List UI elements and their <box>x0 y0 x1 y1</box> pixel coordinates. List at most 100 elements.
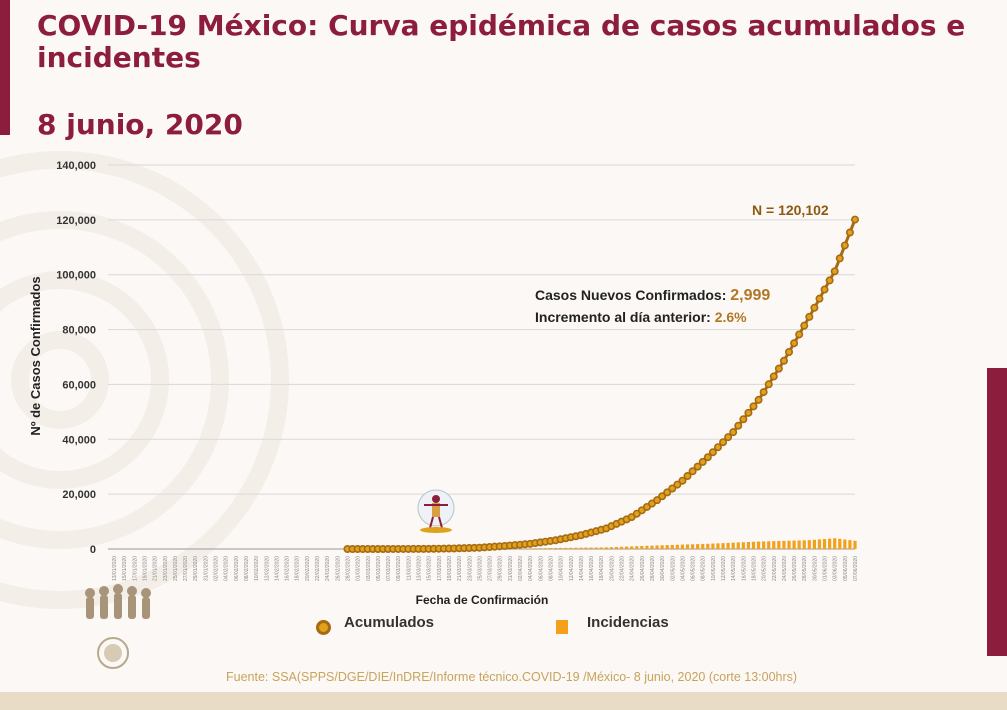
x-tick-label: 10/02/2020 <box>254 556 260 581</box>
title-line-2: incidentes <box>37 41 201 74</box>
incidence-bar <box>797 540 801 549</box>
cumulative-point <box>708 448 717 457</box>
incidence-bar <box>574 547 578 549</box>
incidence-bar <box>812 539 816 549</box>
x-tick-label: 26/04/2020 <box>640 556 646 581</box>
incidence-bar <box>772 541 776 549</box>
x-tick-label: 31/03/2020 <box>508 556 514 581</box>
incidence-bar <box>838 538 842 549</box>
cumulative-point <box>749 402 758 411</box>
incidence-bar <box>782 540 786 549</box>
cumulative-point <box>713 443 722 452</box>
x-tick-label: 24/04/2020 <box>630 556 636 581</box>
total-cases-label: N = 120,102 <box>752 202 829 218</box>
y-tick-label: 20,000 <box>62 489 96 501</box>
incidence-bar <box>604 547 608 549</box>
incidence-bar <box>675 544 679 549</box>
cumulative-point <box>673 480 682 489</box>
incidence-bar <box>853 540 857 549</box>
cumulative-point <box>703 453 712 462</box>
incidence-bar <box>635 546 639 549</box>
x-tick-label: 24/05/2020 <box>782 556 788 581</box>
cumulative-point <box>698 457 707 466</box>
incidence-bar <box>777 540 781 549</box>
x-tick-label: 29/03/2020 <box>498 556 504 581</box>
incidence-bar <box>614 546 619 549</box>
incidence-bar <box>721 543 725 549</box>
x-tick-label: 14/02/2020 <box>274 556 280 581</box>
cumulative-point <box>790 339 799 348</box>
cumulative-point <box>653 496 662 505</box>
cumulative-point <box>658 492 667 501</box>
x-tick-label: 19/01/2020 <box>142 556 148 581</box>
x-tick-label: 14/04/2020 <box>579 556 585 581</box>
x-tick-label: 28/05/2020 <box>802 556 808 581</box>
increase-value: 2.6% <box>714 309 747 325</box>
incidence-bar <box>741 542 745 549</box>
x-tick-label: 13/03/2020 <box>417 556 423 581</box>
x-tick-label: 31/01/2020 <box>203 556 209 581</box>
x-tick-label: 11/03/2020 <box>406 556 412 581</box>
cumulative-point <box>764 380 773 389</box>
incidence-bar <box>731 542 735 549</box>
report-date: 8 junio, 2020 <box>37 108 243 141</box>
cumulative-point <box>724 433 733 442</box>
x-tick-label: 17/01/2020 <box>132 556 138 581</box>
x-tick-label: 14/05/2020 <box>731 556 737 581</box>
cumulative-point <box>850 215 859 224</box>
x-tick-label: 27/03/2020 <box>488 556 494 581</box>
x-tick-label: 08/04/2020 <box>548 556 554 581</box>
cumulative-point <box>769 372 778 381</box>
incidence-bar <box>665 545 669 549</box>
incidence-bar <box>569 547 573 549</box>
incidence-bar <box>833 538 837 549</box>
cumulative-point <box>815 294 824 303</box>
x-tick-label: 15/01/2020 <box>122 556 128 581</box>
incidence-bar <box>746 542 751 549</box>
incidence-bar <box>538 548 542 549</box>
x-tick-label: 18/05/2020 <box>751 556 757 581</box>
incidence-bar <box>706 543 710 549</box>
x-tick-label: 10/05/2020 <box>711 556 717 581</box>
cumulative-point <box>734 421 743 430</box>
incidence-bar <box>696 544 700 549</box>
incidence-bar <box>670 544 674 549</box>
incidence-bar <box>650 545 654 549</box>
source-note: Fuente: SSA(SPPS/DGE/DIE/InDRE/Informe t… <box>226 670 798 684</box>
incidence-bar <box>792 540 796 549</box>
incidence-bar <box>751 541 756 549</box>
cumulative-point <box>810 303 819 312</box>
y-axis-label: Nº de Casos Confirmados <box>28 276 43 435</box>
cumulative-point <box>754 395 763 404</box>
y-tick-label: 120,000 <box>56 215 96 227</box>
x-tick-label: 20/05/2020 <box>762 556 768 581</box>
cumulative-point <box>774 364 783 373</box>
increase-annotation: Incremento al día anterior: 2.6% <box>535 309 747 325</box>
y-tick-label: 100,000 <box>56 270 96 282</box>
x-tick-label: 16/02/2020 <box>285 556 291 581</box>
x-tick-label: 18/04/2020 <box>599 556 605 581</box>
x-tick-label: 25/01/2020 <box>173 556 179 581</box>
x-tick-label: 22/05/2020 <box>772 556 778 581</box>
incidence-bar <box>817 539 822 549</box>
legend-accumulated-label: Acumulados <box>344 614 435 631</box>
incidence-bar <box>564 547 568 549</box>
x-tick-label: 06/05/2020 <box>691 556 697 581</box>
cumulative-point <box>805 312 814 321</box>
emblem-icon <box>85 584 151 619</box>
incidence-bar <box>543 548 548 549</box>
y-tick-label: 0 <box>90 544 96 556</box>
cumulative-point <box>759 388 768 397</box>
x-tick-label: 26/02/2020 <box>335 556 341 581</box>
incidence-bar <box>528 548 532 549</box>
incidence-bar <box>685 544 690 549</box>
side-tab <box>987 368 1007 656</box>
brand-accent-bar <box>0 0 10 135</box>
cumulative-point <box>693 462 702 471</box>
incidence-bar <box>762 541 766 549</box>
cumulative-point <box>668 484 677 493</box>
x-tick-label: 02/05/2020 <box>670 556 676 581</box>
x-tick-label: 02/04/2020 <box>518 556 524 581</box>
x-tick-label: 17/03/2020 <box>437 556 443 581</box>
x-tick-label: 24/02/2020 <box>325 556 331 581</box>
